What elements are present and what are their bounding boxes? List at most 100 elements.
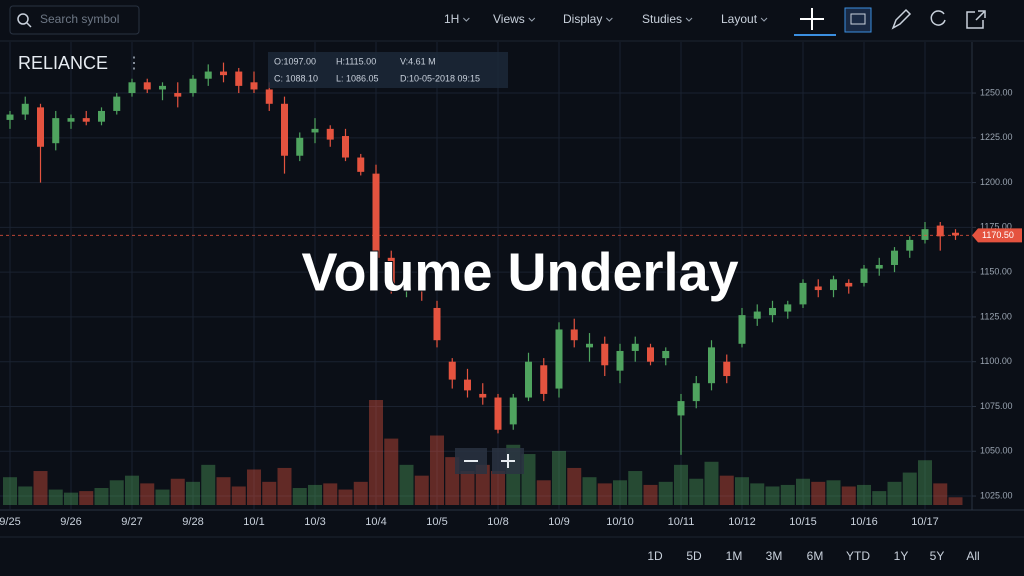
candle-body (738, 315, 746, 344)
x-tick-label: 10/8 (487, 516, 508, 528)
toolbar-menu[interactable]: Views (493, 12, 525, 26)
candle-body (525, 361, 532, 398)
menu-caret (462, 17, 470, 22)
volume-bar (140, 483, 155, 505)
toolbar-menu[interactable]: 1H (444, 12, 459, 26)
x-tick-label: 10/12 (728, 516, 756, 528)
range-button[interactable]: 1D (647, 549, 663, 563)
candle-body (37, 107, 44, 147)
search-box[interactable] (9, 5, 140, 35)
candle-body (204, 71, 212, 79)
last-price-tag (972, 228, 1022, 243)
volume-bar (597, 483, 612, 505)
toolbar-menu[interactable]: Studies (642, 12, 682, 26)
volume-bar (64, 492, 78, 505)
search-placeholder: Search symbol (40, 12, 119, 26)
candle-body (220, 71, 227, 76)
candle-body (52, 118, 60, 144)
menu-caret (606, 17, 613, 22)
candle-body (540, 365, 548, 394)
candle-body (143, 82, 151, 90)
y-tick-label: 1100.00 (980, 356, 1012, 366)
volume-bar (628, 471, 643, 505)
volume-bar (491, 471, 505, 505)
x-tick-label: 10/15 (789, 516, 817, 528)
volume-bar (552, 450, 566, 505)
candle-body (814, 286, 822, 291)
search-icon (17, 13, 29, 25)
candle-body (921, 229, 929, 240)
volume-bar (872, 491, 887, 505)
reset-icon[interactable] (930, 10, 946, 26)
toolbar-menu[interactable]: Display (563, 12, 602, 26)
y-tick-label: 1150.00 (980, 267, 1012, 277)
x-tick-label: 10/5 (426, 516, 447, 528)
volume-bar (155, 489, 170, 505)
volume-bar (735, 477, 749, 505)
candle-body (708, 347, 715, 384)
candle-body (952, 232, 959, 236)
volume-bar (369, 400, 383, 505)
candle-body (113, 96, 121, 111)
volume-bar (811, 481, 826, 505)
popout-icon[interactable] (966, 10, 986, 29)
x-tick-label: 9/26 (60, 516, 81, 528)
range-button[interactable]: 6M (807, 549, 824, 563)
candle-body (174, 93, 182, 97)
x-tick-label: 9/27 (121, 516, 142, 528)
volume-bar (918, 460, 932, 505)
volume-bar (216, 477, 231, 505)
volume-bar (125, 475, 139, 505)
volume-bar (262, 481, 277, 505)
volume-bar (231, 486, 246, 505)
volume-bar (94, 488, 109, 505)
candle-body (98, 110, 105, 122)
ohlc-volume: V:4.61 M (400, 56, 436, 66)
ohlc-close: C: 1088.10 (274, 73, 318, 83)
x-tick-label: 10/11 (668, 516, 695, 528)
range-button[interactable]: All (966, 549, 979, 563)
candle-body (601, 343, 609, 366)
volume-bar (658, 481, 673, 505)
candle-body (372, 173, 380, 258)
symbol-menu-dots[interactable]: ⋮ (126, 55, 142, 72)
volume-bar (18, 486, 33, 505)
symbol-title: RELIANCE (18, 53, 108, 73)
ohlc-low: L: 1086.05 (336, 73, 379, 83)
volume-bar (780, 484, 795, 505)
candle-body (265, 89, 273, 104)
candle-body (403, 286, 410, 291)
range-button[interactable]: 1Y (894, 549, 909, 563)
candle-body (769, 307, 776, 316)
candle-body (662, 350, 670, 359)
range-button[interactable]: 1M (726, 549, 743, 563)
volume-bar (247, 469, 261, 505)
candle-body (464, 379, 471, 391)
compare-icon[interactable] (844, 7, 872, 33)
range-button[interactable]: YTD (846, 549, 870, 563)
volume-bar (338, 489, 353, 505)
candle-body (67, 118, 75, 122)
candle-body (82, 118, 90, 122)
y-tick-label: 1250.00 (980, 87, 1013, 97)
candle-body (418, 286, 426, 291)
range-button[interactable]: 3M (766, 549, 783, 563)
candle-body (494, 397, 502, 430)
y-tick-label: 1025.00 (980, 490, 1013, 500)
volume-bar (384, 438, 399, 505)
volume-bar (414, 475, 429, 505)
x-tick-label: 10/9 (548, 516, 569, 528)
volume-bar (308, 484, 322, 505)
candle-body (21, 103, 29, 115)
candle-body (723, 361, 731, 377)
draw-icon[interactable] (891, 8, 912, 30)
volume-bar (521, 454, 536, 505)
volume-bar (719, 475, 734, 505)
candle-body (906, 239, 914, 251)
toolbar-menu[interactable]: Layout (721, 12, 758, 26)
range-button[interactable]: 5Y (930, 549, 945, 563)
candle-body (448, 361, 456, 380)
candle-body (387, 257, 395, 287)
range-button[interactable]: 5D (686, 549, 702, 563)
